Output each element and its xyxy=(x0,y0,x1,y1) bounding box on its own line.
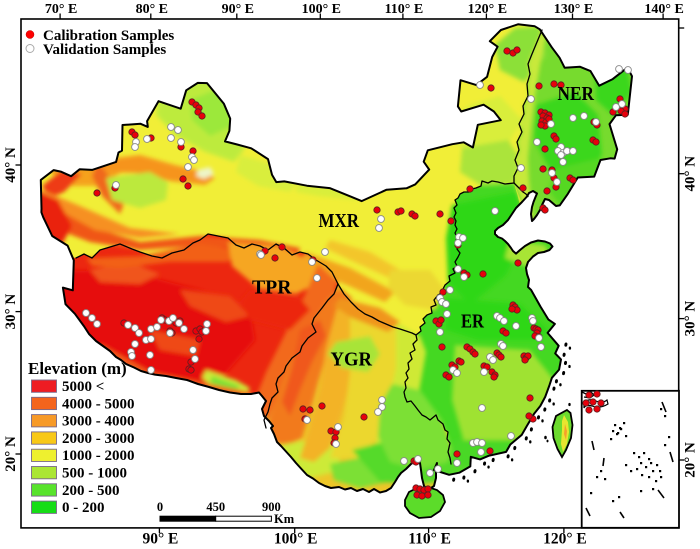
svg-text:5000 <: 5000 < xyxy=(62,379,104,395)
svg-text:Km: Km xyxy=(274,512,295,526)
svg-text:0 - 200: 0 - 200 xyxy=(62,500,105,516)
svg-text:2000 - 3000: 2000 - 3000 xyxy=(62,431,135,447)
svg-text:100° E: 100° E xyxy=(302,2,341,17)
svg-text:110° E: 110° E xyxy=(385,2,424,17)
svg-text:0: 0 xyxy=(157,500,163,514)
svg-text:450: 450 xyxy=(206,500,225,514)
svg-text:30° N: 30° N xyxy=(3,294,19,330)
svg-text:ER: ER xyxy=(461,311,484,333)
svg-text:100° E: 100° E xyxy=(274,531,318,548)
svg-text:Elevation (m): Elevation (m) xyxy=(28,359,127,378)
svg-text:30° N: 30° N xyxy=(683,301,699,337)
svg-text:70° E: 70° E xyxy=(45,2,77,17)
svg-text:900: 900 xyxy=(262,500,281,514)
svg-text:YGR: YGR xyxy=(331,349,373,371)
svg-text:40° N: 40° N xyxy=(683,156,699,192)
svg-text:Validation Samples: Validation Samples xyxy=(43,42,166,58)
svg-text:130° E: 130° E xyxy=(554,2,593,17)
svg-text:MXR: MXR xyxy=(319,210,360,232)
svg-text:90° E: 90° E xyxy=(142,531,178,548)
svg-text:4000 - 5000: 4000 - 5000 xyxy=(62,396,135,412)
svg-text:200 - 500: 200 - 500 xyxy=(62,483,120,499)
svg-text:1000 - 2000: 1000 - 2000 xyxy=(62,448,135,464)
svg-text:120° E: 120° E xyxy=(468,2,507,17)
svg-text:140° E: 140° E xyxy=(644,2,683,17)
svg-text:3000 - 4000: 3000 - 4000 xyxy=(62,414,135,430)
svg-text:20° N: 20° N xyxy=(3,436,19,472)
svg-text:80° E: 80° E xyxy=(136,2,168,17)
svg-text:20° N: 20° N xyxy=(683,442,699,478)
svg-text:NER: NER xyxy=(558,83,595,105)
svg-text:500 - 1000: 500 - 1000 xyxy=(62,466,127,482)
svg-text:TPR: TPR xyxy=(252,277,292,299)
svg-text:110° E: 110° E xyxy=(408,531,451,548)
svg-text:90° E: 90° E xyxy=(222,2,254,17)
svg-text:Calibration Samples: Calibration Samples xyxy=(43,28,174,44)
svg-text:120° E: 120° E xyxy=(543,531,587,548)
svg-text:40° N: 40° N xyxy=(3,147,19,183)
